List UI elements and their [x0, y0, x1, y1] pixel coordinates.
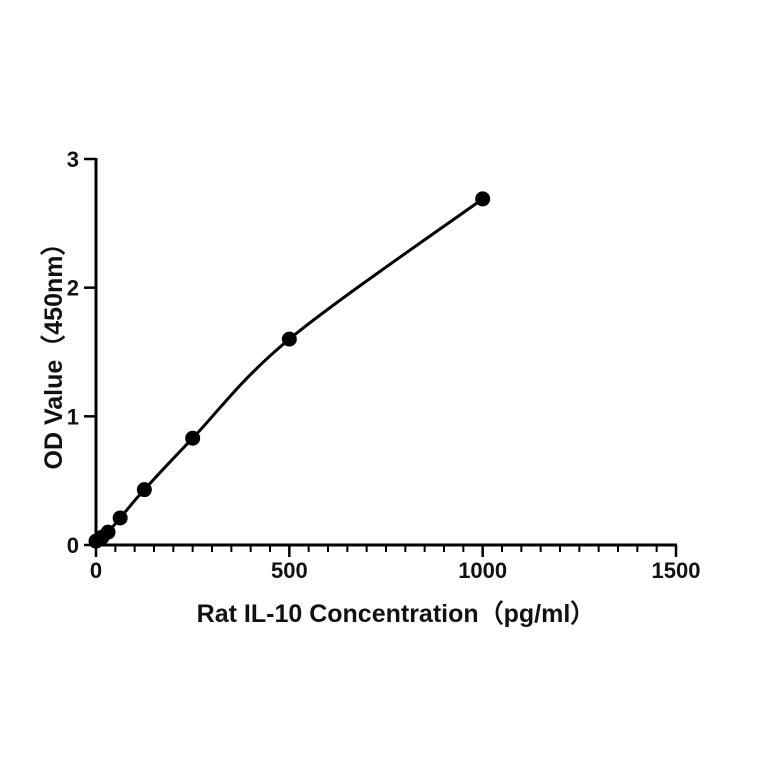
data-point	[281, 331, 297, 347]
y-tick-label: 1	[67, 404, 79, 429]
x-axis-title: Rat IL-10 Concentration（pg/ml）	[197, 599, 596, 628]
y-tick-label: 0	[67, 533, 79, 558]
fit-curve	[95, 197, 484, 543]
y-tick-label: 3	[67, 147, 79, 172]
data-points	[88, 191, 491, 549]
data-point	[112, 510, 128, 526]
data-point	[136, 482, 152, 498]
y-axis-title: OD Value（450nm）	[39, 231, 68, 470]
data-point	[100, 524, 116, 540]
y-tick-label: 2	[67, 276, 79, 301]
x-tick-label: 0	[90, 558, 102, 583]
x-tick-label: 1000	[458, 558, 507, 583]
ticks: 0 500 1000 1500 0 1 2 3	[67, 147, 701, 583]
data-point	[475, 191, 491, 207]
x-tick-label: 1500	[652, 558, 701, 583]
data-point	[185, 430, 201, 446]
axes	[94, 158, 677, 547]
x-tick-label: 500	[271, 558, 308, 583]
